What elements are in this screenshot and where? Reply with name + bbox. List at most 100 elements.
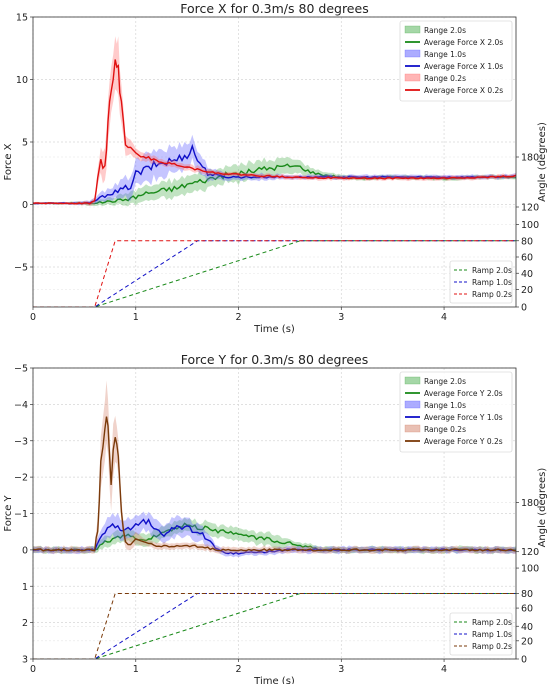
right-tick-label: 120 — [521, 203, 539, 214]
range-band — [33, 156, 516, 207]
legend-swatch — [404, 25, 421, 34]
x-tick-label: 4 — [441, 312, 447, 323]
legend-swatch — [404, 73, 421, 82]
right-tick-label: 100 — [521, 564, 539, 575]
legend-label: Average Force X 2.0s — [424, 38, 503, 47]
legend-label: Range 0.2s — [424, 425, 466, 434]
legend-label: Average Force Y 0.2s — [424, 437, 503, 446]
y-tick-label: −3 — [14, 436, 28, 447]
legend-label: Ramp 0.2s — [472, 642, 512, 651]
y-tick-label: 10 — [16, 75, 28, 86]
x-tick-label: 0 — [30, 312, 36, 323]
legend-label: Range 0.2s — [424, 74, 466, 83]
legend-force: Range 2.0s Average Force X 2.0s Range 1.0s… — [399, 20, 513, 102]
ramp-line — [33, 240, 516, 307]
legend-label: Ramp 1.0s — [472, 278, 512, 287]
average-line — [33, 59, 516, 205]
y-axis-label: Force X — [3, 143, 14, 180]
plot-area — [33, 380, 516, 659]
y-tick-label: −1 — [14, 509, 28, 520]
legend-label: Average Force Y 2.0s — [424, 389, 503, 398]
x-tick-label: 2 — [236, 664, 242, 675]
right-tick-label: 180 — [521, 498, 539, 509]
right-tick-label: 40 — [521, 622, 533, 633]
range-band — [33, 134, 516, 206]
legend-label: Average Force Y 1.0s — [424, 413, 503, 422]
tick-labels: 0 1 2 3 4 15 10 5 0 −5 180 120 100 80 60 40 20 0 — [14, 13, 539, 324]
legend-box — [399, 371, 513, 453]
legend-force: Range 2.0s Average Force Y 2.0s Range 1.0s… — [399, 371, 513, 453]
force-y-chart: Force Y for 0.3m/s 80 degrees Time (s) F… — [3, 352, 548, 687]
tick-labels: 0 1 2 3 4 −5 −4 −3 −2 −1 0 1 2 3 180 120 100 80 60 40 20 0 — [14, 364, 539, 676]
x-axis-label: Time (s) — [253, 324, 295, 335]
legend-label: Range 2.0s — [424, 26, 466, 35]
y-tick-label: −5 — [14, 364, 28, 375]
right-tick-label: 80 — [521, 589, 533, 600]
y-tick-label: 2 — [22, 618, 28, 629]
chart-title: Force Y for 0.3m/s 80 degrees — [181, 352, 369, 367]
y-tick-label: 0 — [22, 200, 28, 211]
legend-swatch — [404, 424, 421, 433]
ramp-line — [33, 593, 516, 659]
y-axis-label: Force Y — [3, 494, 14, 531]
right-tick-label: 60 — [521, 604, 533, 615]
legend-label: Ramp 1.0s — [472, 630, 512, 639]
right-tick-label: 40 — [521, 269, 533, 280]
right-tick-label: 20 — [521, 636, 533, 647]
x-tick-label: 1 — [133, 664, 139, 675]
average-line — [33, 416, 516, 552]
x-tick-label: 3 — [338, 664, 344, 675]
y-tick-label: −5 — [14, 263, 28, 274]
ramp-line — [33, 593, 516, 659]
legend-label: Range 2.0s — [424, 377, 466, 386]
legend-label: Range 1.0s — [424, 50, 466, 59]
x-tick-label: 3 — [338, 312, 344, 323]
y-tick-label: −2 — [14, 473, 28, 484]
range-band — [33, 517, 516, 555]
legend-box — [449, 260, 513, 304]
legend-label: Ramp 2.0s — [472, 266, 512, 275]
y-tick-label: 1 — [22, 582, 28, 593]
right-axis-label: Angle (degrees) — [537, 468, 548, 548]
x-tick-label: 0 — [30, 664, 36, 675]
range-band — [33, 511, 516, 558]
legend-ramp: Ramp 2.0s Ramp 1.0s Ramp 0.2s — [449, 260, 513, 304]
ramp-line — [33, 240, 516, 307]
legend-ramp: Ramp 2.0s Ramp 1.0s Ramp 0.2s — [449, 612, 513, 656]
ramp-line — [33, 240, 516, 307]
right-tick-label: 80 — [521, 236, 533, 247]
legend-box — [399, 20, 513, 102]
y-tick-label: −4 — [14, 400, 28, 411]
legend-label: Ramp 2.0s — [472, 618, 512, 627]
legend-swatch — [404, 376, 421, 385]
legend-label: Average Force X 0.2s — [424, 86, 503, 95]
right-tick-label: 60 — [521, 253, 533, 264]
legend-swatch — [404, 49, 421, 58]
average-line — [33, 143, 516, 205]
chart-title: Force X for 0.3m/s 80 degrees — [180, 1, 368, 16]
y-tick-label: 15 — [16, 13, 28, 24]
x-tick-label: 2 — [236, 312, 242, 323]
right-tick-label: 0 — [521, 303, 527, 314]
legend-swatch — [404, 400, 421, 409]
plot-area — [33, 36, 516, 307]
right-tick-label: 120 — [521, 547, 539, 558]
right-tick-label: 180 — [521, 153, 539, 164]
right-axis-label: Angle (degrees) — [537, 122, 548, 202]
legend-label: Ramp 0.2s — [472, 290, 512, 299]
x-tick-label: 1 — [133, 312, 139, 323]
right-tick-label: 100 — [521, 220, 539, 231]
x-axis-label: Time (s) — [253, 676, 295, 684]
plot-frame — [32, 16, 517, 308]
force-x-chart: Force X for 0.3m/s 80 degrees Time (s) F… — [3, 1, 548, 335]
right-tick-label: 0 — [521, 655, 527, 666]
right-tick-label: 20 — [521, 285, 533, 296]
x-tick-label: 4 — [441, 664, 447, 675]
y-tick-label: 5 — [22, 138, 28, 149]
legend-label: Range 1.0s — [424, 401, 466, 410]
legend-box — [449, 612, 513, 656]
y-tick-label: 0 — [22, 545, 28, 556]
legend-label: Average Force X 1.0s — [424, 62, 503, 71]
